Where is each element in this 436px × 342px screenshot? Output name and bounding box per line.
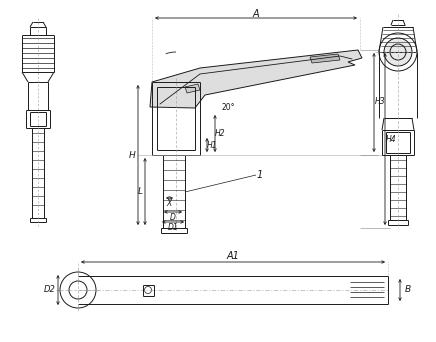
Polygon shape — [185, 84, 200, 93]
Polygon shape — [150, 50, 362, 108]
Text: H: H — [129, 150, 135, 159]
Text: 20°: 20° — [221, 104, 235, 113]
Text: D1: D1 — [167, 224, 178, 233]
Text: A1: A1 — [227, 251, 239, 261]
Text: H4: H4 — [386, 134, 396, 144]
Text: H3: H3 — [375, 97, 385, 106]
Text: H1: H1 — [207, 141, 217, 149]
Text: A: A — [253, 9, 259, 19]
Text: 1: 1 — [257, 170, 263, 180]
Text: L: L — [137, 186, 143, 196]
Text: H2: H2 — [215, 129, 225, 137]
Text: B: B — [405, 286, 411, 294]
Text: D: D — [170, 213, 176, 223]
Polygon shape — [310, 54, 340, 63]
Text: D2: D2 — [44, 286, 56, 294]
Text: X: X — [167, 199, 172, 209]
Circle shape — [384, 38, 412, 66]
